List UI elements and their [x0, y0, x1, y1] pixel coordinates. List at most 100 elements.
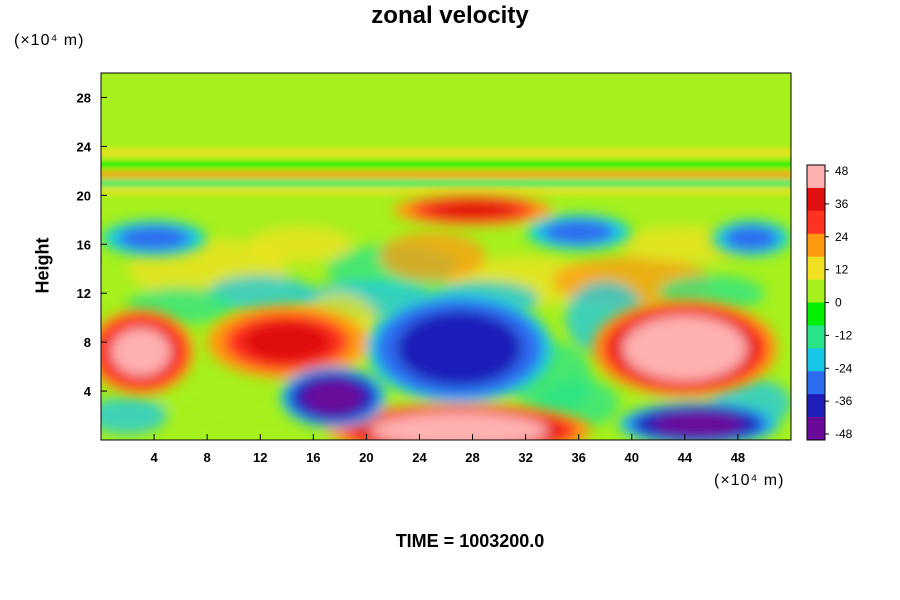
- feature-6-level-4: [303, 380, 363, 415]
- feature-5-level-4: [407, 317, 512, 380]
- colorbar-segment: [807, 228, 825, 235]
- feature-8-level-4: [124, 227, 184, 249]
- colorbar-segment: [807, 233, 825, 240]
- colorbar-segment: [807, 279, 825, 286]
- texture-blob: [207, 274, 314, 312]
- colorbar-segment: [807, 165, 825, 172]
- colorbar-segment: [807, 382, 825, 389]
- colorbar-segment: [807, 273, 825, 281]
- colorbar-segment: [807, 434, 825, 441]
- colorbar-segment: [807, 187, 825, 195]
- colorbar-tick-label: -24: [835, 361, 853, 375]
- x-tick-label: 36: [571, 450, 585, 465]
- colorbar-segment: [807, 365, 825, 372]
- colorbar-segment: [807, 256, 825, 263]
- colorbar-segment: [807, 388, 825, 395]
- colorbar-tick-label: -36: [835, 394, 853, 408]
- colorbar-segment: [807, 313, 825, 321]
- colorbar-segment: [807, 302, 825, 309]
- colorbar-segment: [807, 376, 825, 384]
- colorbar-segment: [807, 428, 825, 435]
- colorbar-segment: [807, 354, 825, 361]
- y-tick-label: 28: [77, 90, 91, 105]
- colorbar-segment: [807, 262, 825, 269]
- velocity-band: [101, 148, 791, 157]
- colorbar: 48 36 24 12 0 -12 -24 -36 -48: [806, 164, 853, 441]
- velocity-band: [101, 180, 791, 187]
- colorbar-segment: [807, 239, 825, 246]
- colorbar-tick-label: 12: [835, 263, 849, 277]
- x-tick-label: 44: [678, 450, 693, 465]
- feature-10-level-4: [728, 227, 774, 249]
- colorbar-segment: [807, 342, 825, 349]
- colorbar-segment: [807, 205, 825, 212]
- x-tick-label: 12: [253, 450, 267, 465]
- colorbar-segment: [807, 193, 825, 200]
- y-tick-label: 4: [84, 384, 92, 399]
- feature-7-level-4: [653, 411, 743, 437]
- x-axis-unit: (×10⁴ m): [714, 472, 785, 489]
- colorbar-segment: [807, 394, 825, 401]
- feature-4-level-4: [427, 201, 518, 219]
- colorbar-segment: [807, 268, 825, 275]
- velocity-band: [101, 188, 791, 195]
- colorbar-segment: [807, 405, 825, 412]
- colorbar-segment: [807, 308, 825, 315]
- colorbar-segment: [807, 182, 825, 189]
- x-tick-label: 24: [412, 450, 427, 465]
- colorbar-segment: [807, 319, 825, 326]
- chart-title: zonal velocity: [371, 2, 529, 29]
- colorbar-segment: [807, 411, 825, 418]
- colorbar-segment: [807, 371, 825, 378]
- colorbar-segment: [807, 296, 825, 303]
- colorbar-segment: [807, 325, 825, 332]
- upper-bands: [101, 148, 791, 195]
- colorbar-segment: [807, 291, 825, 298]
- colorbar-segment: [807, 348, 825, 355]
- y-tick-label: 16: [77, 237, 91, 252]
- texture-blob: [246, 225, 354, 263]
- y-tick-label: 12: [77, 286, 91, 301]
- colorbar-segment: [807, 199, 825, 206]
- colorbar-segment: [807, 336, 825, 344]
- feature-0-level-4: [384, 415, 534, 440]
- x-tick-label: 16: [306, 450, 320, 465]
- x-tick-label: 32: [518, 450, 532, 465]
- x-tick-label: 40: [625, 450, 639, 465]
- texture-blob: [101, 397, 168, 434]
- colorbar-tick-label: -48: [835, 427, 853, 441]
- colorbar-segment: [807, 176, 825, 183]
- colorbar-segment: [807, 170, 825, 177]
- colorbar-segment: [807, 359, 825, 367]
- colorbar-segment: [807, 422, 825, 430]
- colorbar-segment: [807, 222, 825, 229]
- x-tick-label: 48: [731, 450, 745, 465]
- feature-3-level-4: [242, 321, 332, 363]
- colorbar-segment: [807, 250, 825, 258]
- texture-blob: [154, 366, 314, 416]
- feature-9-level-4: [548, 221, 609, 243]
- y-tick-label: 20: [77, 188, 91, 203]
- time-label: TIME = 1003200.0: [395, 531, 545, 551]
- colorbar-tick-label: 0: [835, 296, 842, 310]
- texture-blob: [379, 232, 486, 281]
- feature-layer: [101, 194, 791, 440]
- x-tick-label: 20: [359, 450, 373, 465]
- feature-2-level-4: [111, 327, 171, 376]
- colorbar-segment: [807, 417, 825, 424]
- colorbar-segment: [807, 216, 825, 223]
- colorbar-segment: [807, 210, 825, 218]
- y-axis-unit: (×10⁴ m): [14, 32, 85, 49]
- colorbar-segment: [807, 399, 825, 407]
- colorbar-segment: [807, 331, 825, 338]
- colorbar-tick-label: 36: [835, 197, 849, 211]
- x-tick-label: 28: [465, 450, 479, 465]
- velocity-band: [101, 170, 791, 179]
- velocity-band: [101, 161, 791, 169]
- plot-frame: [100, 72, 792, 441]
- heatmap-field: [101, 73, 791, 440]
- colorbar-tick-label: 24: [835, 230, 849, 244]
- colorbar-tick-label: -12: [835, 328, 853, 342]
- colorbar-segment: [807, 245, 825, 252]
